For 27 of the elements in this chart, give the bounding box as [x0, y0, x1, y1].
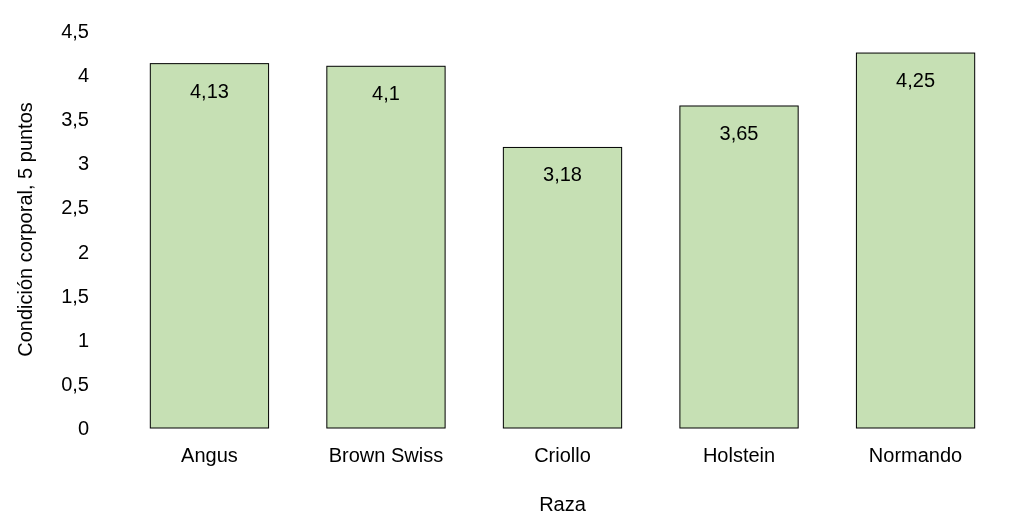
data-label: 4,25: [896, 69, 936, 92]
bar: [502, 146, 623, 429]
y-tick-label: 0: [77, 417, 89, 439]
x-axis-title: Raza: [539, 493, 587, 515]
y-tick-label: 2,5: [61, 196, 89, 219]
bar: [679, 105, 799, 429]
y-tick-label: 4: [77, 64, 89, 87]
y-tick-label: 2: [77, 240, 89, 263]
y-axis-title: Condición corporal, 5 puntos: [14, 102, 36, 357]
bar: [326, 65, 446, 429]
data-label: 3,65: [719, 121, 759, 144]
x-tick-label: Angus: [181, 444, 238, 466]
x-tick-label: Criollo: [534, 444, 591, 466]
y-tick-label: 1: [77, 328, 89, 351]
y-tick-label: 3,5: [61, 108, 89, 131]
y-tick-label: 0,5: [61, 372, 89, 395]
y-tick-label: 4,5: [61, 20, 89, 42]
bar: [149, 63, 270, 429]
x-tick-label: Brown Swiss: [328, 444, 444, 466]
data-label: 4,1: [372, 82, 400, 105]
x-tick-label: Normando: [868, 444, 963, 466]
y-tick-label: 1,5: [61, 284, 89, 307]
data-label: 4,13: [189, 79, 229, 102]
x-tick-label: Holstein: [702, 444, 776, 466]
y-tick-label: 3: [77, 152, 89, 175]
data-label: 3,18: [543, 163, 582, 186]
bar: [855, 52, 976, 429]
